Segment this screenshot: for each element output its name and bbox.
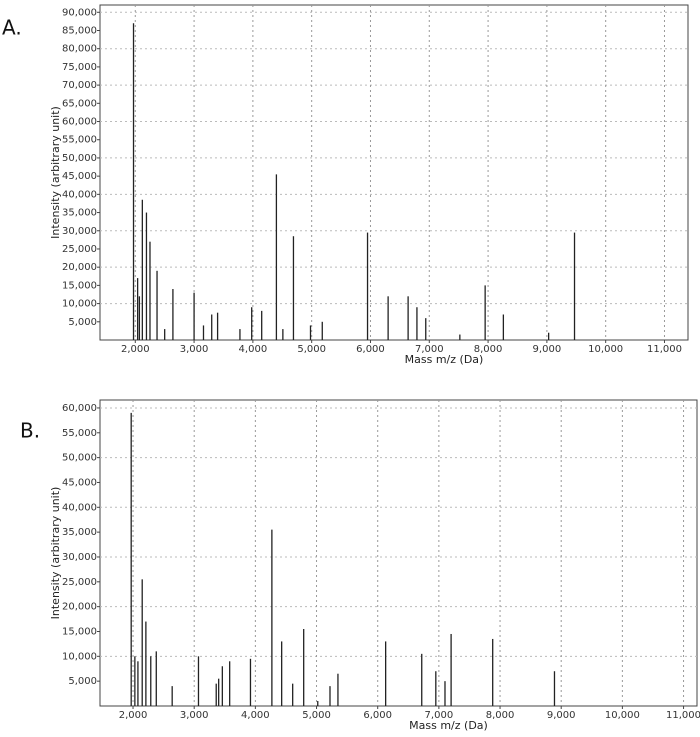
y-tick-label: 25,000 (62, 577, 97, 588)
y-tick-label: 45,000 (62, 171, 97, 182)
x-tick-label: 8,000 (474, 344, 503, 355)
y-tick-label: 40,000 (62, 189, 97, 200)
y-tick-label: 60,000 (62, 117, 97, 128)
x-tick-label: 6,000 (363, 710, 392, 721)
y-tick-label: 15,000 (62, 626, 97, 637)
y-tick-label: 40,000 (62, 502, 97, 513)
y-axis-title: Intensity (arbitrary unit) (49, 106, 62, 239)
y-tick-label: 5,000 (68, 676, 97, 687)
x-tick-label: 6,000 (356, 344, 385, 355)
y-tick-label: 35,000 (62, 208, 97, 219)
y-tick-label: 65,000 (62, 98, 97, 109)
y-tick-label: 50,000 (62, 453, 97, 464)
x-tick-label: 10,000 (605, 710, 640, 721)
y-axis-title: Intensity (arbitrary unit) (49, 487, 62, 620)
y-tick-label: 80,000 (62, 44, 97, 55)
y-tick-label: 60,000 (62, 403, 97, 414)
y-tick-label: 70,000 (62, 80, 97, 91)
x-tick-label: 3,000 (180, 344, 209, 355)
x-tick-label: 9,000 (533, 344, 562, 355)
y-tick-label: 20,000 (62, 262, 97, 273)
x-tick-label: 8,000 (486, 710, 515, 721)
y-tick-label: 35,000 (62, 527, 97, 538)
y-tick-label: 5,000 (68, 317, 97, 328)
y-tick-label: 20,000 (62, 602, 97, 613)
panel-label: B. (20, 419, 40, 443)
y-tick-label: 85,000 (62, 25, 97, 36)
y-tick-label: 75,000 (62, 62, 97, 73)
x-tick-label: 5,000 (302, 710, 331, 721)
x-axis-title: Mass m/z (Da) (409, 719, 488, 732)
x-tick-label: 11,000 (666, 710, 700, 721)
x-tick-label: 11,000 (647, 344, 682, 355)
plot-area (99, 399, 698, 707)
x-tick-label: 3,000 (180, 710, 209, 721)
y-tick-label: 55,000 (62, 428, 97, 439)
plot-area (99, 4, 689, 341)
x-axis-title: Mass m/z (Da) (405, 353, 484, 366)
x-tick-label: 10,000 (588, 344, 623, 355)
x-tick-label: 2,000 (121, 344, 150, 355)
y-tick-label: 10,000 (62, 651, 97, 662)
x-tick-label: 4,000 (241, 710, 270, 721)
y-tick-label: 30,000 (62, 226, 97, 237)
y-tick-label: 50,000 (62, 153, 97, 164)
y-tick-label: 25,000 (62, 244, 97, 255)
y-tick-label: 10,000 (62, 299, 97, 310)
x-tick-label: 7,000 (425, 710, 454, 721)
panel-label: A. (2, 16, 22, 40)
x-tick-label: 5,000 (297, 344, 326, 355)
y-tick-label: 15,000 (62, 280, 97, 291)
y-tick-label: 30,000 (62, 552, 97, 563)
x-tick-label: 2,000 (119, 710, 148, 721)
x-tick-label: 9,000 (547, 710, 576, 721)
y-tick-label: 45,000 (62, 477, 97, 488)
y-tick-label: 90,000 (62, 7, 97, 18)
x-tick-label: 4,000 (239, 344, 268, 355)
x-tick-label: 7,000 (415, 344, 444, 355)
y-tick-label: 55,000 (62, 135, 97, 146)
